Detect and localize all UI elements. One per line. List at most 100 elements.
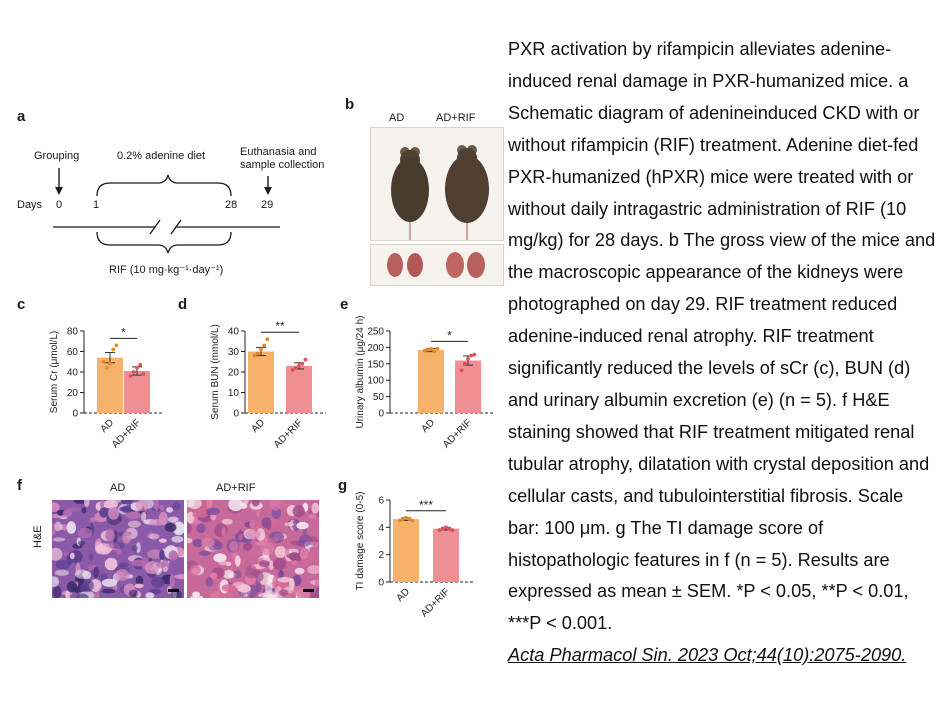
panel-label-g: g	[338, 477, 348, 494]
data-point	[141, 372, 146, 376]
data-point	[397, 518, 402, 523]
rif-label: RIF (10 mg·kg⁻¹·day⁻¹)	[109, 264, 224, 276]
x-tick-label: AD	[395, 586, 413, 604]
data-point	[104, 366, 109, 370]
euthanasia-label: Euthanasia and sample collection	[240, 146, 324, 172]
bar-ad	[393, 519, 419, 582]
histology-image-ad	[52, 500, 184, 598]
panel-label-e: e	[340, 296, 349, 313]
kidney-photo	[370, 244, 504, 286]
data-point	[108, 361, 112, 366]
bar-ad	[248, 351, 274, 413]
data-point	[407, 517, 412, 522]
y-axis-label: TI damage score (0-5)	[355, 492, 366, 591]
euthanasia-arrowhead	[264, 187, 272, 195]
data-point	[138, 362, 143, 367]
data-point	[429, 347, 433, 351]
y-tick-label: 80	[67, 327, 79, 338]
euthanasia-label-line1: Euthanasia and	[240, 146, 317, 158]
data-point	[135, 366, 139, 370]
grouping-label: Grouping	[34, 150, 80, 162]
data-point	[462, 361, 467, 366]
significance-stars: *	[447, 328, 452, 342]
timeline-break-2	[170, 219, 182, 235]
stain-label: H&E	[32, 525, 44, 548]
data-point	[432, 349, 437, 354]
bar-adrif	[433, 528, 459, 582]
citation-link[interactable]: Acta Pharmacol Sin. 2023 Oct;44(10):2075…	[508, 645, 907, 666]
y-axis-label: Serum Cr (μmol/L)	[49, 331, 60, 413]
data-point	[437, 528, 442, 532]
y-tick-label: 200	[367, 343, 384, 354]
data-point	[472, 352, 477, 357]
photo-label-adrif: AD+RIF	[436, 112, 476, 124]
data-point	[447, 526, 452, 531]
data-point	[400, 517, 405, 522]
scale-bar	[303, 589, 314, 592]
y-tick-label: 100	[367, 376, 384, 387]
x-tick-label: AD	[99, 417, 117, 435]
panel-label-b: b	[345, 96, 355, 113]
day-tick-28: 28	[225, 199, 238, 211]
ad-mouse-body	[391, 158, 429, 222]
x-tick-label: AD+RIF	[441, 417, 474, 450]
y-tick-label: 0	[233, 409, 239, 420]
days-label: Days	[17, 199, 43, 211]
y-axis-label: Serum BUN (mmol/L)	[210, 324, 221, 420]
data-point	[422, 348, 427, 353]
y-tick-label: 0	[378, 409, 384, 420]
caption-text: PXR activation by rifampicin alleviates …	[508, 39, 936, 634]
kidney-ad-1	[387, 253, 403, 277]
chart-serum-bun: 0 10 20 30 40 AD AD+RIF ** Serum BUN (mmol/L)	[210, 319, 326, 450]
y-tick-label: 4	[378, 523, 384, 534]
bar-adrif	[455, 360, 481, 413]
y-tick-label: 150	[367, 359, 384, 370]
x-tick-label: AD+RIF	[110, 417, 143, 450]
x-tick-label: AD+RIF	[272, 417, 305, 450]
x-tick-label: AD	[420, 417, 438, 435]
data-point	[466, 356, 470, 361]
panel-label-d: d	[178, 296, 188, 313]
chart-ti-damage-score: 0 2 4 6 AD AD+RIF *** TI damage score (0-5)	[355, 492, 473, 619]
rif-brace	[96, 231, 232, 254]
histology-image-adrif	[187, 500, 319, 598]
significance-stars: *	[121, 325, 126, 339]
significance-stars: **	[275, 319, 285, 333]
grouping-arrowhead	[55, 187, 63, 195]
data-point	[410, 518, 415, 523]
data-point	[111, 347, 116, 352]
timeline-break-1	[149, 219, 161, 235]
y-axis-label: Urinary albumin (μg/24 h)	[355, 315, 366, 428]
bar-ad	[97, 357, 123, 413]
data-point	[114, 343, 119, 348]
y-tick-label: 30	[228, 347, 240, 358]
data-point	[425, 347, 430, 352]
data-point	[300, 361, 305, 366]
data-point	[262, 343, 267, 348]
diet-label: 0.2% adenine diet	[117, 150, 206, 162]
mouse-photo	[370, 127, 504, 241]
y-tick-label: 6	[378, 496, 384, 507]
kidney-ad-2	[407, 253, 423, 277]
y-tick-label: 60	[67, 347, 79, 358]
y-tick-label: 0	[72, 409, 78, 420]
y-tick-label: 20	[67, 388, 79, 399]
kidney-adrif-2	[467, 252, 485, 278]
data-point	[469, 353, 474, 358]
kidney-adrif-1	[446, 252, 464, 278]
day-tick-0: 0	[56, 199, 63, 211]
bar-ad	[418, 350, 444, 413]
data-point	[435, 346, 440, 351]
data-point	[293, 366, 298, 370]
significance-stars: ***	[419, 498, 433, 512]
day-tick-1: 1	[93, 199, 100, 211]
histo-label-adrif: AD+RIF	[216, 482, 256, 494]
x-tick-label: AD+RIF	[419, 586, 452, 619]
panel-label-a: a	[17, 108, 26, 125]
data-point	[255, 351, 260, 356]
bar-adrif	[124, 370, 150, 413]
data-point	[303, 357, 308, 362]
panel-label-c: c	[17, 296, 26, 313]
adrif-mouse-body	[445, 155, 489, 223]
